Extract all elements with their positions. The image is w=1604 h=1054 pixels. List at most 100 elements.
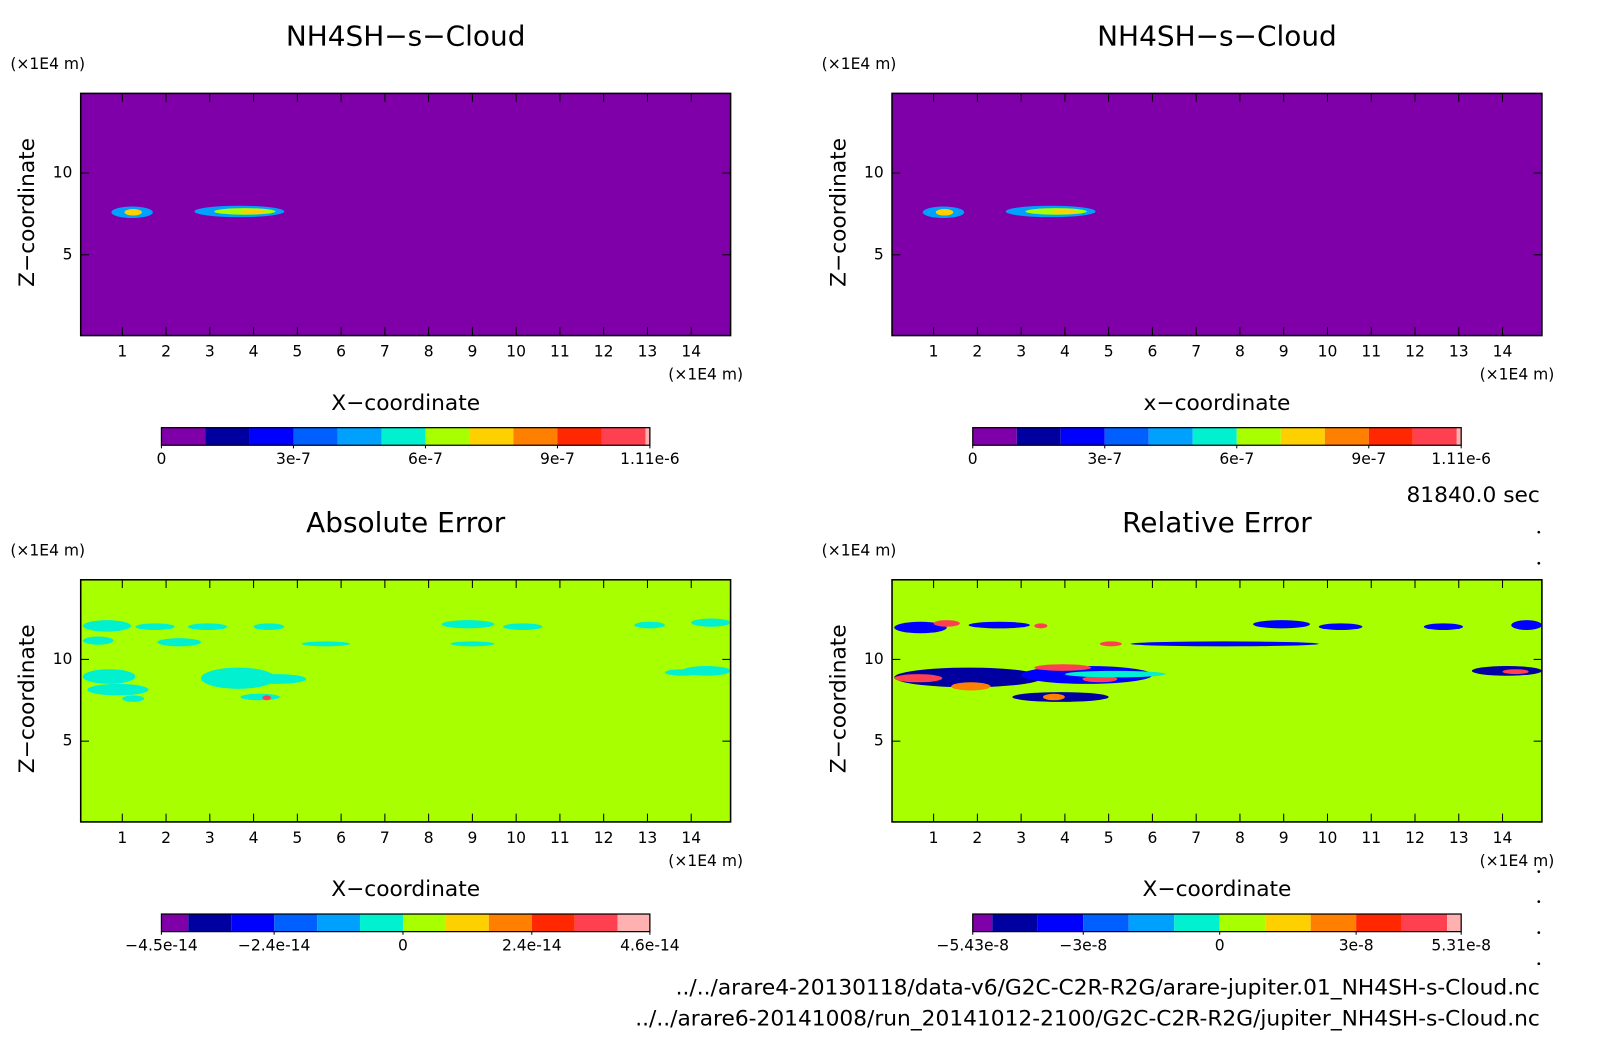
x-tick-label: 2 <box>161 829 171 847</box>
field-patch <box>262 695 272 701</box>
y-tick-label: 10 <box>864 650 884 668</box>
y-unit: (×1E4 m) <box>822 541 897 559</box>
field-patch <box>82 636 114 645</box>
colorbar-segment <box>381 427 426 446</box>
field-background <box>80 579 731 822</box>
x-tick-label: 11 <box>1361 343 1381 361</box>
x-tick-label: 12 <box>594 343 614 361</box>
x-tick-label: 5 <box>1104 829 1114 847</box>
x-tick-label: 1 <box>929 343 939 361</box>
colorbar-segment <box>161 914 189 932</box>
plot-frame <box>891 579 1543 823</box>
colorbar-frame <box>160 913 651 933</box>
x-tick-label: 4 <box>249 829 259 847</box>
colorbar-frame <box>972 913 1462 933</box>
y-unit: (×1E4 m) <box>10 55 85 73</box>
plot-area <box>80 579 731 822</box>
x-tick-label: 1 <box>117 829 127 847</box>
field-patch <box>1064 670 1166 678</box>
field-patch <box>187 623 228 630</box>
x-tick-label: 9 <box>467 343 477 361</box>
colorbar-segment <box>317 914 361 932</box>
x-tick-label: 3 <box>1016 343 1026 361</box>
colorbar-segment <box>513 427 558 446</box>
plot-frame <box>79 92 732 337</box>
x-tick-label: 3 <box>1016 829 1026 847</box>
colorbar-tick-label: −2.4e-14 <box>238 937 311 955</box>
time-label: 81840.0 sec <box>1406 483 1539 508</box>
x-tick-label: 9 <box>1279 343 1289 361</box>
x-tick-label: 8 <box>424 343 434 361</box>
colorbar-segment <box>972 914 993 932</box>
x-tick-label: 6 <box>336 343 346 361</box>
x-axis-label: X−coordinate <box>1143 877 1292 902</box>
field-background <box>80 93 731 336</box>
colorbar-tick-label: 4.6e-14 <box>620 937 680 955</box>
x-tick-label: 5 <box>292 829 302 847</box>
x-tick-label: 9 <box>1279 829 1289 847</box>
colorbar-tick-label: 9e-7 <box>540 450 575 468</box>
x-tick-label: 4 <box>1060 829 1070 847</box>
colorbar-tick-label: 1.11e-6 <box>1431 450 1491 468</box>
field-patch <box>240 209 267 214</box>
x-tick-label: 11 <box>1361 829 1381 847</box>
x-tick-label: 2 <box>972 343 982 361</box>
x-tick-label: 5 <box>292 343 302 361</box>
chart-title: Absolute Error <box>306 506 506 539</box>
field-patch <box>1043 693 1065 701</box>
field-patch <box>503 623 543 630</box>
field-patch <box>301 641 350 647</box>
field-patch <box>933 620 960 627</box>
colorbar-segment <box>293 427 338 446</box>
colorbar-frame <box>972 427 1462 446</box>
field-patch <box>894 621 947 634</box>
y-unit: (×1E4 m) <box>822 55 897 73</box>
x-tick-label: 14 <box>1493 343 1513 361</box>
field-patch <box>1253 620 1310 629</box>
y-axis-label: Z−coordinate <box>15 138 40 287</box>
colorbar-segment <box>1280 427 1325 446</box>
x-tick-label: 9 <box>467 829 477 847</box>
chart-title: NH4SH−s−Cloud <box>286 20 526 53</box>
field-patch <box>1034 664 1092 671</box>
field-patch <box>951 682 991 691</box>
file-path: ../../arare4-20130118/data-v6/G2C-C2R-R2… <box>676 976 1540 1001</box>
x-tick-label: 14 <box>1493 829 1513 847</box>
colorbar-segment <box>402 914 446 932</box>
colorbar-segment <box>1148 427 1193 446</box>
y-tick-label: 5 <box>63 732 73 750</box>
colorbar-segment <box>1104 427 1149 446</box>
colorbar-tick-label: 0 <box>968 450 978 468</box>
colorbar-segment <box>1310 914 1357 932</box>
colorbar-tick-label: −5.43e-8 <box>936 937 1009 955</box>
field-patch <box>894 674 943 683</box>
colorbar-segment <box>337 427 382 446</box>
colorbar-tick-label: 1.11e-6 <box>620 450 680 468</box>
field-patch <box>124 209 142 216</box>
colorbar-frame <box>160 427 651 446</box>
colorbar-segment <box>1356 914 1402 932</box>
y-axis-label: Z−coordinate <box>15 624 40 773</box>
x-tick-label: 12 <box>594 829 614 847</box>
field-patch <box>1511 620 1542 630</box>
colorbar-segment <box>1368 427 1413 446</box>
colorbar-segment <box>488 914 532 932</box>
field-background <box>892 579 1542 822</box>
colorbar-segment <box>531 914 575 932</box>
colorbar-segment <box>274 914 318 932</box>
colorbar-segment <box>445 914 489 932</box>
colorbar-segment <box>1174 914 1220 932</box>
x-tick-label: 10 <box>506 343 526 361</box>
x-tick-label: 1 <box>117 343 127 361</box>
colorbar-segment <box>1037 914 1084 932</box>
x-unit: (×1E4 m) <box>1480 852 1555 870</box>
colorbar-tick-label: 3e-8 <box>1339 937 1374 955</box>
colorbar-tick-label: 3e-7 <box>1087 450 1122 468</box>
colorbar-segment <box>1192 427 1237 446</box>
x-tick-label: 6 <box>1147 829 1157 847</box>
x-tick-label: 6 <box>336 829 346 847</box>
x-tick-label: 8 <box>1235 343 1245 361</box>
colorbar-tick-label: −4.5e-14 <box>125 937 198 955</box>
